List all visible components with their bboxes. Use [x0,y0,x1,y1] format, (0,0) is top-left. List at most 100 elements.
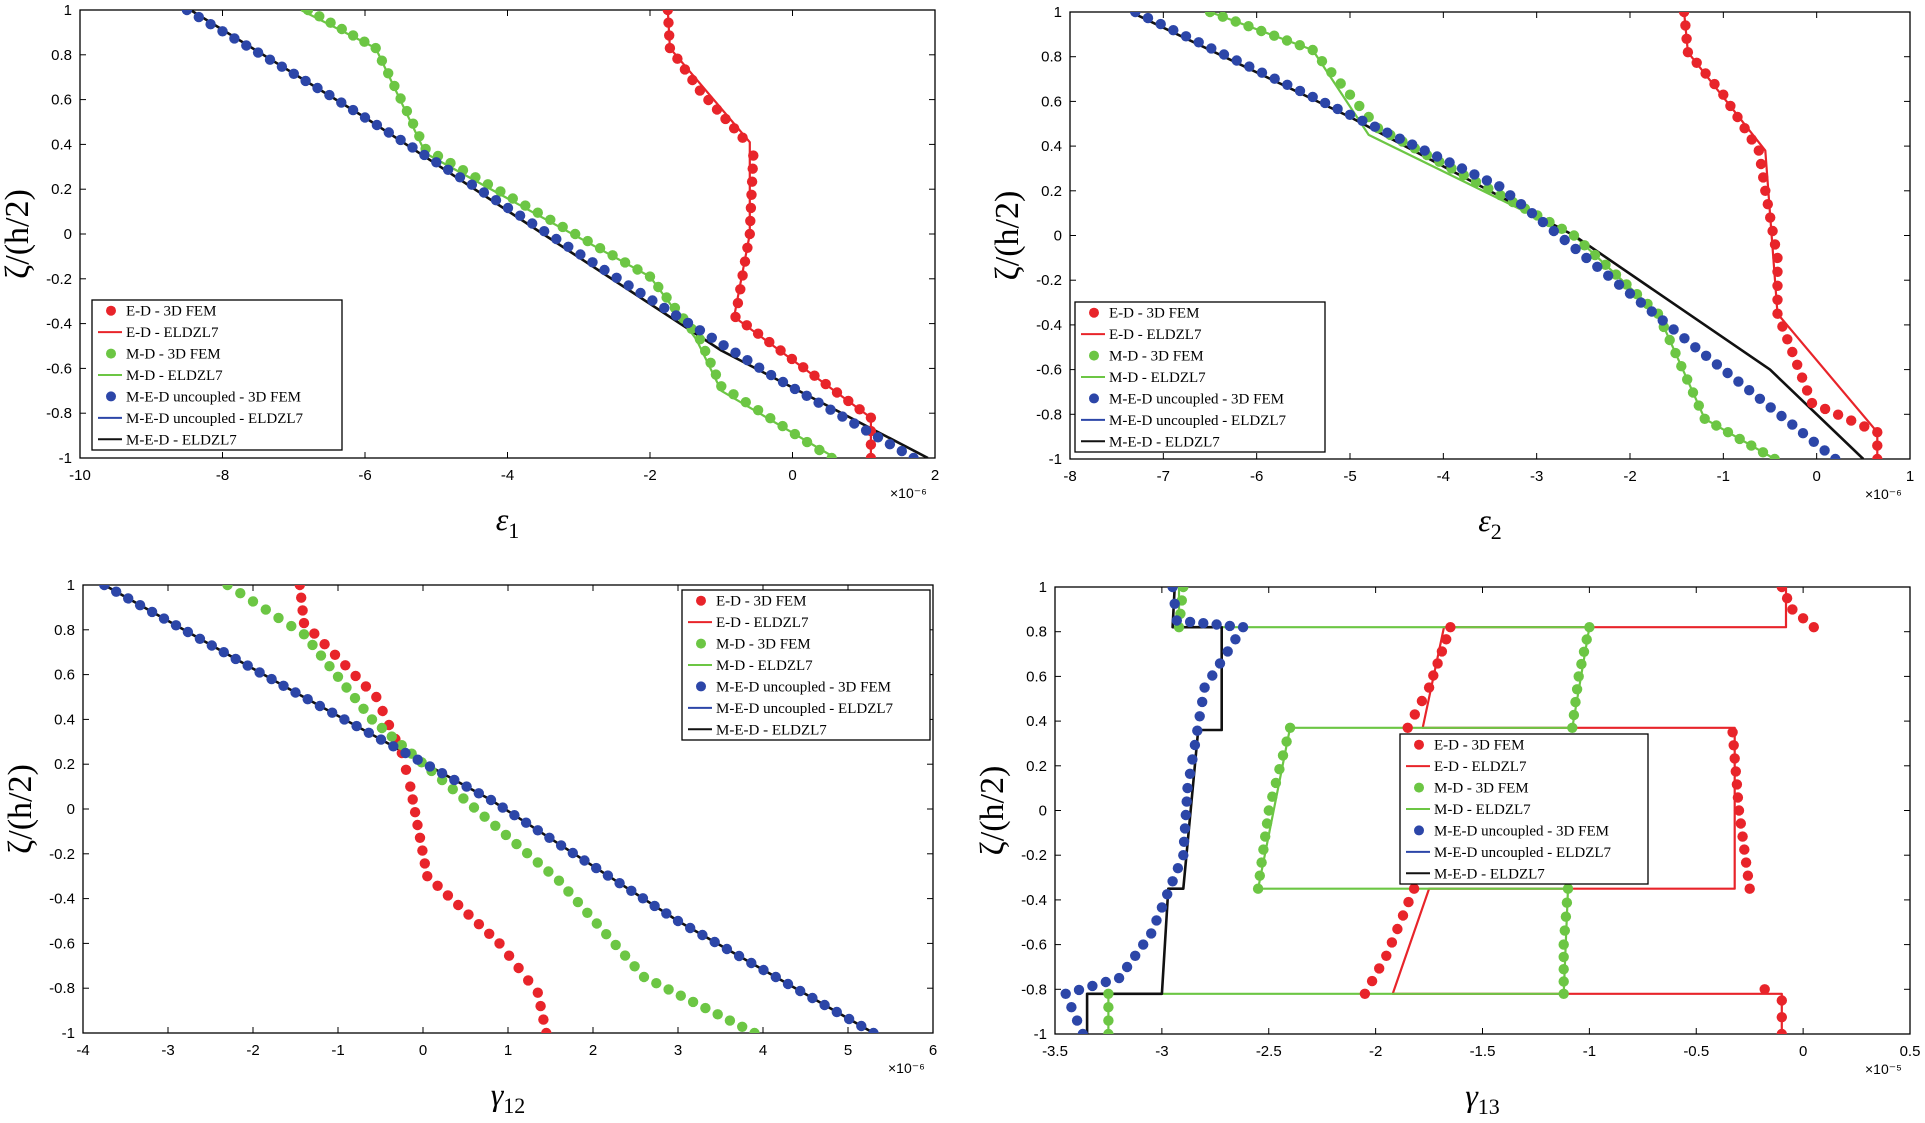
y-tick-label: -0.6 [1036,362,1062,379]
y-tick-label: -0.4 [1021,892,1047,909]
data-point [1269,73,1280,84]
legend-label: E-D - 3D FEM [1109,306,1199,322]
x-axis-label: γ13 [1465,1077,1500,1119]
data-point [1787,419,1798,430]
data-point [1386,937,1398,948]
y-tick-label: 0.2 [51,181,72,198]
data-point [1646,306,1658,317]
data-point [349,692,361,704]
data-point [567,847,578,859]
y-tick-label: 0.4 [1041,138,1062,155]
data-point [513,962,524,974]
data-point [1193,37,1204,48]
data-point [1307,44,1318,56]
y-tick-label: 0.4 [1026,713,1047,730]
data-point [1765,402,1776,413]
data-point [134,600,146,611]
data-point [637,893,649,904]
legend-label: E-D - 3D FEM [716,594,806,610]
data-point [1182,782,1193,794]
data-point [247,596,259,607]
legend-label: M-D - ELDZL7 [1434,802,1531,818]
data-point [1354,100,1365,112]
data-point [740,397,751,408]
data-point [412,819,423,831]
data-point [1754,393,1766,404]
data-point [1403,896,1414,908]
data-point [1755,158,1767,170]
data-point [710,369,722,380]
data-point [1267,791,1278,802]
data-point [599,264,610,276]
data-point [1664,334,1675,346]
data-point [1729,753,1740,764]
y-tick-label: 1 [64,2,72,19]
data-point [670,310,682,321]
data-point [194,633,206,644]
data-point [388,741,399,752]
data-point [814,444,825,456]
data-point [273,612,284,624]
series-line [1107,587,1591,1034]
data-point [789,428,801,440]
data-point [1872,453,1883,459]
data-point [687,74,698,86]
data-point [551,233,562,245]
data-point [315,650,327,661]
data-point [1700,350,1712,361]
data-point [872,432,884,443]
data-point [1260,831,1271,842]
data-point [694,325,706,336]
data-point [332,671,344,682]
x-tick-label: -3 [1155,1043,1168,1060]
data-point [1797,428,1809,439]
data-point [724,1015,736,1026]
data-point [509,810,520,821]
data-point [1581,634,1592,645]
data-point [1187,754,1198,765]
data-point [278,680,289,691]
data-point [1073,984,1085,996]
series-line [1683,12,1879,459]
x-exponent-label: ×10⁻⁵ [1865,1061,1902,1077]
data-point [1744,883,1755,894]
y-tick-label: -0.2 [49,846,75,863]
data-point [1326,67,1337,78]
data-point [1281,35,1293,46]
data-point [290,687,301,698]
legend-label: M-D - ELDZL7 [126,368,223,384]
data-point [1558,976,1569,987]
x-tick-label: -3 [1530,468,1543,485]
data-point [1787,346,1798,358]
data-point [1570,696,1581,708]
data-point [1244,61,1255,72]
data-point [1767,225,1778,237]
data-point [591,918,602,929]
data-point [1231,55,1242,66]
x-tick-label: 0 [419,1042,427,1059]
data-point [532,825,543,836]
data-point [572,896,584,908]
data-point [371,691,382,703]
data-point [1243,21,1254,32]
data-point [1397,910,1409,921]
data-point [626,885,637,896]
data-point [700,1002,711,1014]
data-point [414,832,426,843]
data-point [679,64,691,75]
data-point [1740,857,1752,868]
data-point [276,61,288,72]
x-tick-label: -4 [501,467,514,484]
data-point [1407,139,1418,150]
data-point [436,768,448,779]
data-point [383,127,394,138]
data-point [709,936,720,948]
data-point [99,585,110,591]
data-point [1548,225,1560,237]
data-point [454,172,466,183]
x-tick-label: -2.5 [1256,1043,1282,1060]
data-point [1494,181,1505,192]
data-point [1252,883,1264,894]
legend-marker [1414,739,1424,750]
legend-marker [106,391,116,402]
